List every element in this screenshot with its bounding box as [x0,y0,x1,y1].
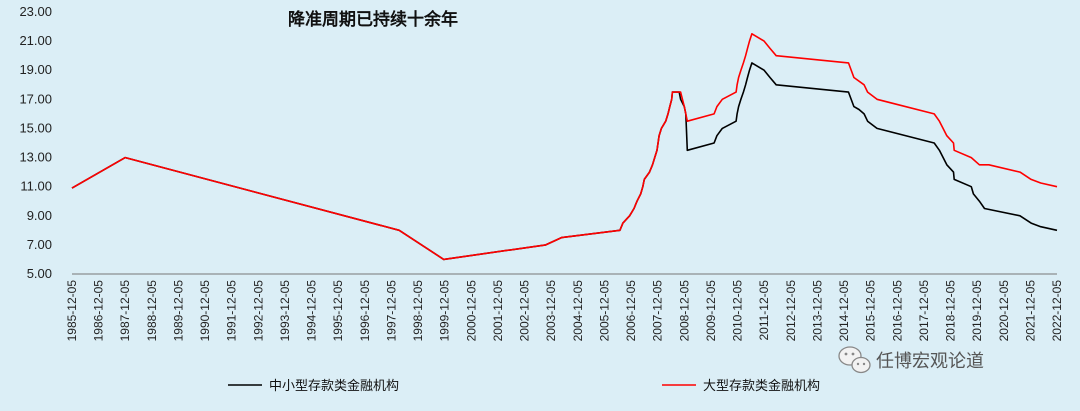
legend-label-large: 大型存款类金融机构 [703,378,820,394]
x-tick-label: 1991-12-05 [225,280,239,342]
x-tick-label: 1998-12-05 [411,280,425,342]
x-tick-label: 2021-12-05 [1023,280,1037,342]
x-tick-label: 1987-12-05 [118,280,132,342]
y-tick-label: 23.00 [19,4,52,19]
x-tick-label: 1997-12-05 [384,280,398,342]
x-tick-label: 2019-12-05 [970,280,984,342]
series-layer [71,32,1058,261]
x-tick-label: 1989-12-05 [171,280,185,342]
series-line-1 [71,32,1058,261]
x-tick-label: 2012-12-05 [784,280,798,342]
y-tick-label: 5.00 [27,266,52,281]
x-tick-label: 2015-12-05 [864,280,878,342]
x-tick-label: 2008-12-05 [677,280,691,342]
watermark-text: 任博宏观论道 [876,351,984,372]
y-tick-label: 13.00 [19,150,52,165]
x-tick-label: 2007-12-05 [651,280,665,342]
x-tick-label: 2022-12-05 [1050,280,1064,342]
legend-item-large: 大型存款类金融机构 [662,378,820,394]
legend-item-small-medium: 中小型存款类金融机构 [228,378,399,394]
y-tick-label: 21.00 [19,33,52,48]
x-tick-label: 2011-12-05 [757,280,771,341]
x-tick-label: 1993-12-05 [278,280,292,342]
y-tick-label: 15.00 [19,120,52,135]
x-tick-label: 1995-12-05 [331,280,345,342]
y-tick-label: 11.00 [20,179,52,194]
x-tick-label: 1985-12-05 [65,280,79,342]
x-tick-label: 1992-12-05 [251,280,265,342]
x-tick-label: 1996-12-05 [358,280,372,342]
x-tick-label: 2016-12-05 [890,280,904,342]
y-axis: 5.00 7.00 9.00 11.00 13.00 15.00 17.00 19.00 21.… [19,4,52,281]
x-tick-label: 2009-12-05 [704,280,718,342]
y-tick-label: 7.00 [27,237,52,252]
x-tick-label: 2004-12-05 [571,280,585,342]
x-tick-label: 2020-12-05 [997,280,1011,342]
x-tick-label: 1994-12-05 [305,280,319,342]
x-tick-label: 2013-12-05 [810,280,824,342]
chart-title: 降准周期已持续十余年 [288,9,458,30]
x-tick-label: 1986-12-05 [92,280,106,342]
x-tick-label: 2000-12-05 [464,280,478,342]
x-tick-label: 2005-12-05 [597,280,611,342]
legend: 中小型存款类金融机构 大型存款类金融机构 [228,378,820,394]
x-tick-label: 2014-12-05 [837,280,851,342]
x-tick-label: 1990-12-05 [198,280,212,342]
x-tick-label: 1999-12-05 [438,280,452,342]
y-tick-label: 9.00 [27,208,52,223]
x-tick-label: 2017-12-05 [917,280,931,342]
y-tick-label: 17.00 [19,91,52,106]
watermark: 任博宏观论道 [838,346,984,374]
x-tick-label: 1988-12-05 [145,280,159,342]
x-tick-label: 2001-12-05 [491,280,505,342]
x-tick-label: 2002-12-05 [518,280,532,342]
x-tick-label: 2006-12-05 [624,280,638,342]
x-axis: 1985-12-05 1986-12-05 1987-12-05 1988-12-05… [65,280,1064,342]
legend-label-small-medium: 中小型存款类金融机构 [269,378,399,394]
wechat-icon [838,346,871,374]
x-tick-label: 2003-12-05 [544,280,558,342]
x-tick-label: 2018-12-05 [944,280,958,342]
y-tick-label: 19.00 [19,62,52,77]
x-tick-label: 2010-12-05 [731,280,745,342]
